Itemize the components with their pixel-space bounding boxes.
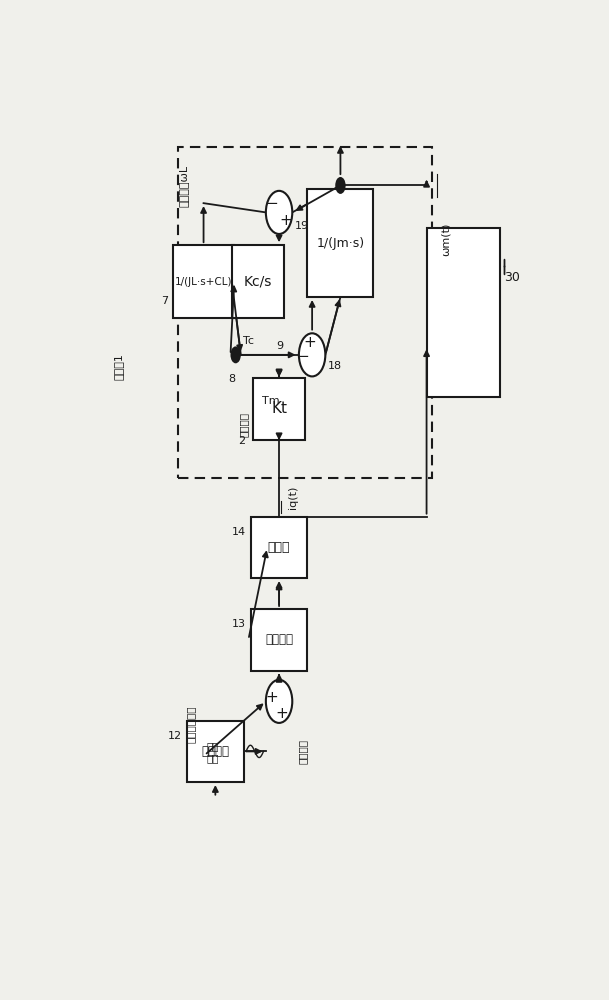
Text: 30: 30 bbox=[504, 271, 520, 284]
Text: 控制对1: 控制对1 bbox=[114, 353, 124, 380]
Text: iq(t): iq(t) bbox=[287, 486, 298, 509]
Bar bbox=[251, 609, 308, 671]
Text: 13: 13 bbox=[232, 619, 246, 629]
Circle shape bbox=[230, 346, 241, 363]
Text: +: + bbox=[275, 706, 288, 721]
Text: −: − bbox=[297, 349, 309, 364]
Text: 1/(JL·s+CL): 1/(JL·s+CL) bbox=[175, 277, 232, 287]
Text: 电流控制: 电流控制 bbox=[265, 633, 293, 646]
Text: +: + bbox=[280, 213, 292, 228]
Text: +: + bbox=[266, 690, 278, 705]
Text: −: − bbox=[266, 196, 278, 211]
Bar bbox=[232, 245, 284, 318]
Text: ωm(t): ωm(t) bbox=[441, 223, 451, 256]
Text: Tm: Tm bbox=[262, 396, 280, 406]
Text: 12: 12 bbox=[168, 731, 182, 741]
Text: 1/(Jm·s): 1/(Jm·s) bbox=[316, 237, 365, 250]
Text: 18: 18 bbox=[328, 361, 342, 371]
Bar bbox=[178, 147, 432, 478]
Text: 速度
指令: 速度 指令 bbox=[206, 741, 219, 763]
Circle shape bbox=[266, 680, 292, 723]
Text: +: + bbox=[303, 335, 316, 350]
Circle shape bbox=[266, 191, 292, 234]
Text: 转矩指令: 转矩指令 bbox=[298, 739, 308, 764]
Text: Kt: Kt bbox=[271, 401, 287, 416]
Text: 14: 14 bbox=[232, 527, 246, 537]
Text: Tc: Tc bbox=[243, 336, 254, 346]
Bar bbox=[251, 517, 308, 578]
Text: 机械速度ωL: 机械速度ωL bbox=[178, 164, 189, 207]
Text: 速度控制: 速度控制 bbox=[202, 745, 230, 758]
Text: 8: 8 bbox=[228, 374, 236, 384]
Bar bbox=[187, 721, 244, 782]
Text: 2: 2 bbox=[238, 436, 245, 446]
Circle shape bbox=[335, 177, 346, 194]
Text: 放大器: 放大器 bbox=[268, 541, 290, 554]
Text: 转矩常数: 转矩常数 bbox=[239, 412, 248, 437]
Text: 19: 19 bbox=[295, 221, 309, 231]
Circle shape bbox=[299, 333, 325, 376]
Text: Kc/s: Kc/s bbox=[244, 275, 272, 289]
Bar bbox=[426, 228, 500, 397]
Text: 正弦波状指令: 正弦波状指令 bbox=[185, 706, 195, 743]
Text: 9: 9 bbox=[276, 341, 284, 351]
Bar bbox=[253, 378, 305, 440]
Text: 7: 7 bbox=[161, 296, 168, 306]
Bar bbox=[308, 189, 373, 297]
Bar bbox=[173, 245, 234, 318]
